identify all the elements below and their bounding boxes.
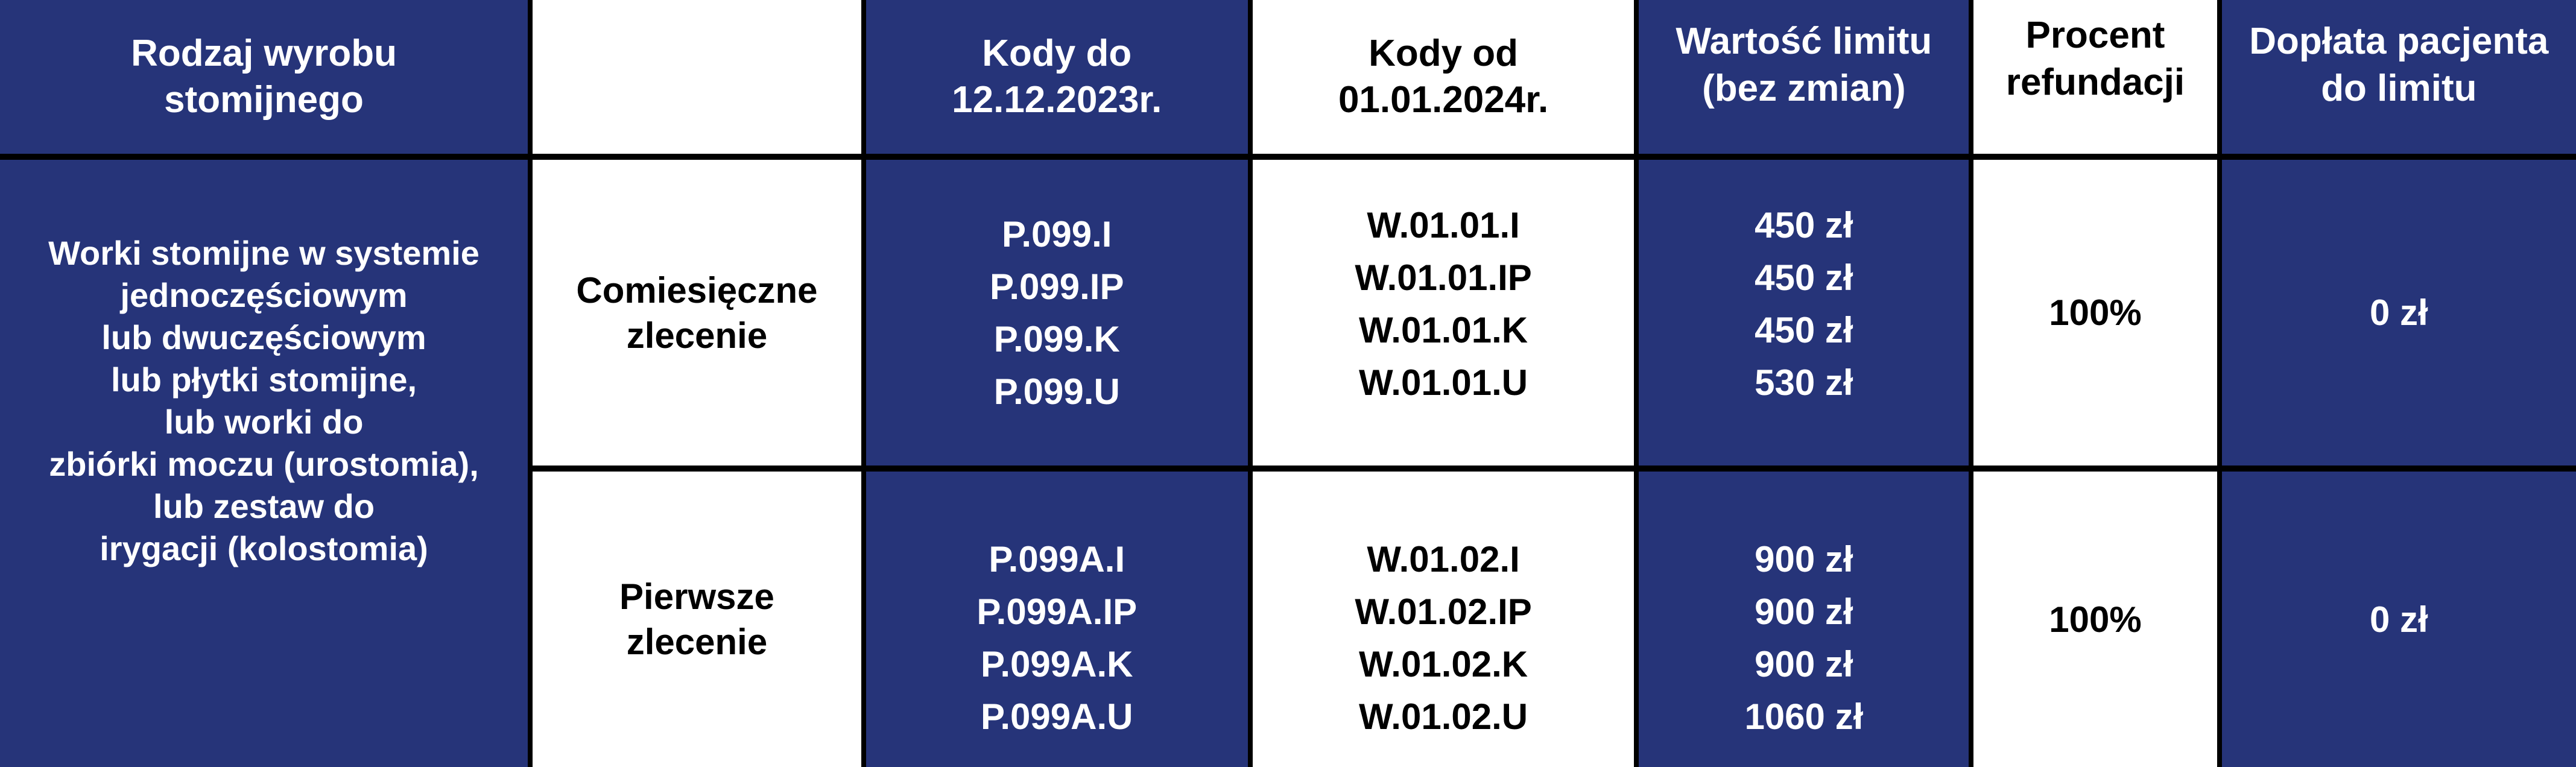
refund-monthly: 100%: [1973, 159, 2217, 466]
limit-value: 530 zł: [1755, 362, 1853, 403]
refund-value: 100%: [2049, 599, 2142, 640]
header-refund: Procent refundacji: [1973, 0, 2217, 154]
order-type-text: Pierwsze: [619, 576, 774, 617]
order-type-text: Comiesięczne: [576, 270, 818, 311]
limit-value: 900 zł: [1755, 591, 1853, 632]
codes-new-first: W.01.02.I W.01.02.IP W.01.02.K W.01.02.U: [1252, 472, 1635, 767]
header-text: Procent: [2025, 14, 2165, 56]
order-type-monthly: Comiesięczne zlecenie: [533, 159, 861, 466]
header-text: stomijnego: [164, 79, 364, 121]
product-description: Worki stomijne w systemie jednoczęściowy…: [0, 159, 528, 767]
header-text: Kody do: [982, 32, 1132, 74]
limit-value: 1060 zł: [1744, 696, 1864, 737]
code: W.01.02.IP: [1355, 591, 1532, 632]
limits-first: 900 zł 900 zł 900 zł 1060 zł: [1639, 472, 1969, 767]
limit-value: 450 zł: [1755, 204, 1853, 245]
header-text: Dopłata pacjenta: [2249, 21, 2549, 62]
description-line: jednoczęściowym: [120, 276, 408, 314]
description-line: lub płytki stomijne,: [110, 360, 417, 399]
copay-value: 0 zł: [2369, 292, 2428, 333]
limit-value: 450 zł: [1755, 257, 1853, 298]
code: W.01.01.K: [1358, 309, 1528, 350]
codes-old-monthly: P.099.I P.099.IP P.099.K P.099.U: [866, 159, 1248, 466]
header-text: Rodzaj wyrobu: [131, 32, 397, 74]
code: W.01.02.U: [1358, 696, 1528, 737]
code: P.099A.I: [989, 538, 1125, 579]
limit-value: 900 zł: [1755, 643, 1853, 684]
header-text: refundacji: [2005, 61, 2185, 103]
codes-old-first: P.099A.I P.099A.IP P.099A.K P.099A.U: [866, 472, 1248, 767]
code: P.099.I: [1002, 213, 1112, 254]
header-text: 12.12.2023r.: [952, 79, 1162, 121]
copay-first: 0 zł: [2221, 472, 2576, 767]
header-limit: Wartość limitu (bez zmian): [1639, 0, 1969, 154]
header-text: Kody od: [1369, 32, 1519, 74]
description-line: zbiórki moczu (urostomia),: [49, 444, 479, 483]
code: P.099A.IP: [976, 591, 1138, 632]
code: P.099.K: [993, 318, 1120, 359]
code: W.01.01.U: [1358, 362, 1528, 403]
order-type-first: Pierwsze zlecenie: [533, 472, 861, 767]
header-text: (bez zmian): [1702, 67, 1906, 109]
code: P.099A.K: [981, 643, 1133, 684]
order-type-text: zlecenie: [626, 315, 768, 356]
description-line: irygacji (kolostomia): [100, 529, 428, 567]
order-type-text: zlecenie: [626, 622, 768, 663]
limits-monthly: 450 zł 450 zł 450 zł 530 zł: [1639, 159, 1969, 466]
copay-monthly: 0 zł: [2221, 159, 2576, 466]
code: W.01.02.K: [1358, 643, 1528, 684]
description-line: lub dwuczęściowym: [101, 318, 426, 356]
code: W.01.01.IP: [1355, 257, 1532, 298]
refund-value: 100%: [2049, 292, 2142, 333]
header-codes-new: Kody od 01.01.2024r.: [1252, 0, 1635, 154]
code: P.099.IP: [990, 266, 1124, 307]
description-line: lub zestaw do: [153, 487, 375, 525]
code: W.01.01.I: [1367, 204, 1520, 245]
header-product-type: Rodzaj wyrobu stomijnego: [0, 0, 528, 154]
header-blank: [533, 0, 861, 154]
code: P.099.U: [993, 371, 1120, 412]
description-line: lub worki do: [164, 402, 364, 441]
code: P.099A.U: [981, 696, 1133, 737]
limit-value: 450 zł: [1755, 309, 1853, 350]
header-text: 01.01.2024r.: [1338, 79, 1549, 121]
header-text: do limitu: [2321, 67, 2477, 109]
description-line: Worki stomijne w systemie: [48, 233, 479, 272]
header-codes-old: Kody do 12.12.2023r.: [866, 0, 1248, 154]
limit-value: 900 zł: [1755, 538, 1853, 579]
refund-first: 100%: [1973, 472, 2217, 767]
header-text: Wartość limitu: [1676, 21, 1932, 62]
header-copay: Dopłata pacjenta do limitu: [2221, 0, 2576, 154]
code: W.01.02.I: [1367, 538, 1520, 579]
codes-new-monthly: W.01.01.I W.01.01.IP W.01.01.K W.01.01.U: [1252, 159, 1635, 466]
copay-value: 0 zł: [2369, 599, 2428, 640]
